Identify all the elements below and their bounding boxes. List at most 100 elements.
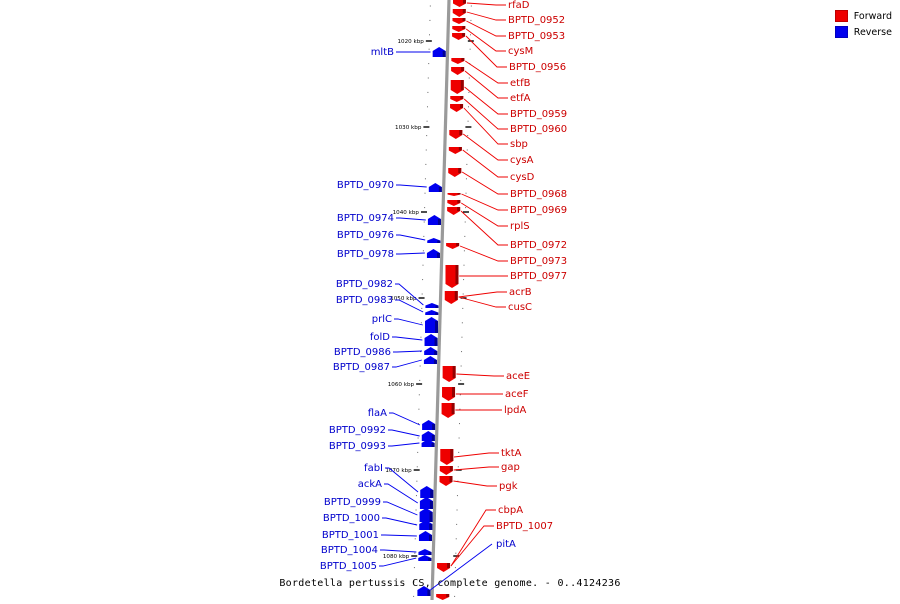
- forward-gene-label[interactable]: aceE: [506, 371, 530, 382]
- forward-gene-glyph[interactable]: [441, 403, 455, 418]
- forward-gene-label[interactable]: BPTD_0977: [510, 271, 567, 282]
- reverse-gene-glyph[interactable]: [428, 183, 442, 192]
- forward-gene-label[interactable]: BPTD_0973: [510, 256, 567, 267]
- reverse-gene-label[interactable]: BPTD_0976: [337, 230, 394, 241]
- reverse-gene-label[interactable]: BPTD_0992: [329, 425, 386, 436]
- forward-gene-glyph[interactable]: [452, 26, 466, 32]
- forward-gene-label[interactable]: sbp: [510, 139, 528, 150]
- reverse-gene-label[interactable]: fabI: [364, 463, 383, 474]
- reverse-gene-label[interactable]: folD: [370, 332, 390, 343]
- forward-gene-label[interactable]: aceF: [505, 389, 529, 400]
- reverse-gene-glyph[interactable]: [417, 586, 431, 596]
- reverse-gene-label[interactable]: BPTD_1004: [321, 545, 378, 556]
- forward-gene-glyph[interactable]: [447, 207, 461, 215]
- forward-gene-glyph[interactable]: [451, 58, 465, 64]
- forward-gene-glyph[interactable]: [440, 449, 454, 465]
- forward-gene-glyph[interactable]: [447, 193, 461, 196]
- forward-gene-label[interactable]: etfB: [510, 78, 531, 89]
- forward-gene-label[interactable]: cysM: [508, 46, 533, 57]
- gene-features: [417, 0, 466, 600]
- reverse-gene-label[interactable]: BPTD_0987: [333, 362, 390, 373]
- forward-gene-glyph[interactable]: [448, 147, 462, 154]
- forward-gene-glyph[interactable]: [447, 200, 461, 206]
- forward-gene-label[interactable]: rfaD: [508, 0, 530, 11]
- reverse-gene-label[interactable]: BPTD_0999: [324, 497, 381, 508]
- forward-gene-label[interactable]: pgk: [499, 481, 518, 492]
- forward-gene-glyph[interactable]: [439, 466, 453, 475]
- forward-gene-label[interactable]: BPTD_0956: [509, 62, 566, 73]
- forward-gene-glyph[interactable]: [445, 265, 459, 288]
- reverse-gene-glyph[interactable]: [425, 317, 439, 333]
- reverse-gene-label[interactable]: BPTD_1000: [323, 513, 380, 524]
- forward-gene-glyph[interactable]: [442, 387, 456, 401]
- reverse-gene-label[interactable]: BPTD_0974: [337, 213, 394, 224]
- reverse-gene-label[interactable]: BPTD_0978: [337, 249, 394, 260]
- forward-gene-glyph[interactable]: [452, 33, 466, 40]
- reverse-gene-glyph[interactable]: [427, 215, 441, 225]
- forward-gene-label[interactable]: cbpA: [498, 505, 523, 516]
- reverse-gene-label[interactable]: prlC: [372, 314, 392, 325]
- forward-gene-glyph[interactable]: [437, 563, 451, 572]
- forward-gene-label[interactable]: BPTD_0969: [510, 205, 567, 216]
- reverse-gene-glyph[interactable]: [420, 486, 434, 498]
- forward-gene-label[interactable]: gap: [501, 462, 520, 473]
- forward-gene-glyph[interactable]: [439, 476, 453, 486]
- reverse-gene-glyph[interactable]: [427, 238, 441, 243]
- forward-gene-glyph[interactable]: [436, 594, 450, 600]
- forward-gene-glyph[interactable]: [451, 67, 465, 75]
- forward-gene-label[interactable]: rplS: [510, 221, 530, 232]
- reverse-gene-glyph[interactable]: [423, 356, 437, 364]
- forward-gene-glyph[interactable]: [452, 18, 466, 24]
- reverse-gene-label[interactable]: BPTD_1001: [322, 530, 379, 541]
- forward-gene-label[interactable]: acrB: [509, 287, 532, 298]
- reverse-gene-glyph[interactable]: [419, 520, 433, 530]
- reverse-gene-label[interactable]: BPTD_1005: [320, 561, 377, 572]
- reverse-gene-glyph[interactable]: [421, 439, 435, 447]
- forward-gene-label[interactable]: lpdA: [504, 405, 526, 416]
- reverse-gene-glyph[interactable]: [419, 497, 433, 509]
- reverse-gene-glyph[interactable]: [421, 431, 435, 441]
- reverse-gene-glyph[interactable]: [419, 508, 433, 522]
- forward-gene-label[interactable]: BPTD_0968: [510, 189, 567, 200]
- forward-gene-glyph[interactable]: [450, 80, 464, 94]
- forward-gene-glyph[interactable]: [452, 9, 466, 17]
- forward-gene-glyph[interactable]: [453, 0, 466, 7]
- reverse-gene-label[interactable]: ackA: [358, 479, 382, 490]
- reverse-gene-glyph[interactable]: [418, 531, 432, 541]
- forward-gene-label[interactable]: BPTD_0972: [510, 240, 567, 251]
- reverse-gene-label[interactable]: pitA: [496, 539, 516, 550]
- reverse-gene-label[interactable]: BPTD_0983: [336, 295, 393, 306]
- reverse-gene-label[interactable]: BPTD_0982: [336, 279, 393, 290]
- reverse-gene-glyph[interactable]: [426, 249, 440, 258]
- forward-gene-label[interactable]: cysD: [510, 172, 535, 183]
- forward-gene-label[interactable]: BPTD_0952: [508, 15, 565, 26]
- reverse-gene-label[interactable]: flaA: [368, 408, 387, 419]
- forward-gene-glyph[interactable]: [442, 366, 456, 382]
- forward-gene-glyph[interactable]: [444, 291, 458, 304]
- reverse-gene-glyph[interactable]: [422, 420, 436, 430]
- reverse-gene-glyph[interactable]: [424, 347, 438, 355]
- reverse-gene-glyph[interactable]: [418, 549, 432, 555]
- reverse-gene-label[interactable]: BPTD_0970: [337, 180, 394, 191]
- forward-gene-label[interactable]: cusC: [508, 302, 532, 313]
- reverse-gene-label[interactable]: BPTD_0993: [329, 441, 386, 452]
- reverse-gene-glyph[interactable]: [418, 555, 432, 561]
- forward-gene-glyph[interactable]: [449, 130, 463, 139]
- reverse-gene-glyph[interactable]: [425, 310, 439, 315]
- forward-gene-label[interactable]: etfA: [510, 93, 531, 104]
- forward-gene-label[interactable]: BPTD_0960: [510, 124, 567, 135]
- forward-gene-label[interactable]: BPTD_0959: [510, 109, 567, 120]
- forward-gene-label[interactable]: tktA: [501, 448, 522, 459]
- forward-gene-label[interactable]: BPTD_1007: [496, 521, 553, 532]
- reverse-gene-glyph[interactable]: [425, 303, 439, 308]
- reverse-gene-label[interactable]: BPTD_0986: [334, 347, 391, 358]
- reverse-gene-glyph[interactable]: [424, 334, 438, 346]
- forward-gene-glyph[interactable]: [448, 168, 462, 177]
- forward-gene-label[interactable]: cysA: [510, 155, 534, 166]
- forward-gene-label[interactable]: BPTD_0953: [508, 31, 565, 42]
- reverse-gene-label[interactable]: mltB: [371, 47, 394, 58]
- forward-gene-glyph[interactable]: [450, 104, 464, 112]
- forward-gene-glyph[interactable]: [446, 243, 460, 249]
- forward-gene-glyph[interactable]: [450, 96, 464, 102]
- reverse-gene-glyph[interactable]: [432, 47, 446, 57]
